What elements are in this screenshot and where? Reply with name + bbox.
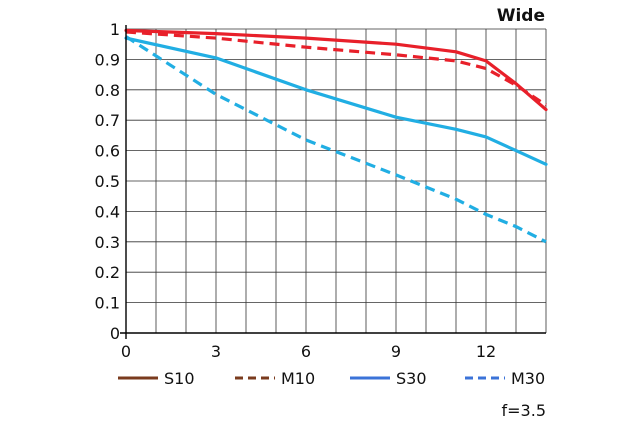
legend-label-s10: S10 xyxy=(164,369,195,388)
y-tick-label: 0.5 xyxy=(95,172,120,191)
x-tick-label: 12 xyxy=(476,342,496,361)
y-tick-label: 0.6 xyxy=(95,142,120,161)
series-line-s10 xyxy=(124,28,548,112)
legend-label-m10: M10 xyxy=(281,369,315,388)
aperture-note: f=3.5 xyxy=(502,401,546,420)
chart-series xyxy=(124,28,548,244)
y-tick-label: 0.4 xyxy=(95,202,120,221)
y-tick-label: 0.8 xyxy=(95,81,120,100)
series-line-m10 xyxy=(125,30,547,107)
y-tick-label: 0 xyxy=(110,324,120,343)
y-tick-label: 0.3 xyxy=(95,233,120,252)
y-tick-label: 0.2 xyxy=(95,263,120,282)
legend-label-m30: M30 xyxy=(511,369,545,388)
x-tick-label: 9 xyxy=(391,342,401,361)
chart-axes: 0 0.1 0.2 0.3 0.4 0.5 0.6 0.7 0.8 0.9 1 0 3 6 9 12 xyxy=(95,20,546,361)
x-tick-label: 0 xyxy=(121,342,131,361)
x-tick-label: 6 xyxy=(301,342,311,361)
legend-label-s30: S30 xyxy=(396,369,427,388)
chart-grid xyxy=(126,28,547,334)
x-tick-label: 3 xyxy=(211,342,221,361)
chart-title: Wide xyxy=(497,6,545,26)
series-line-m30 xyxy=(125,35,547,244)
y-tick-label: 1 xyxy=(110,20,120,39)
chart-legend: S10 M10 S30 M30 xyxy=(118,369,545,388)
y-tick-label: 0.7 xyxy=(95,111,120,130)
y-tick-label: 0.9 xyxy=(95,50,120,69)
y-tick-label: 0.1 xyxy=(95,294,120,313)
series-line-s30 xyxy=(124,36,548,166)
